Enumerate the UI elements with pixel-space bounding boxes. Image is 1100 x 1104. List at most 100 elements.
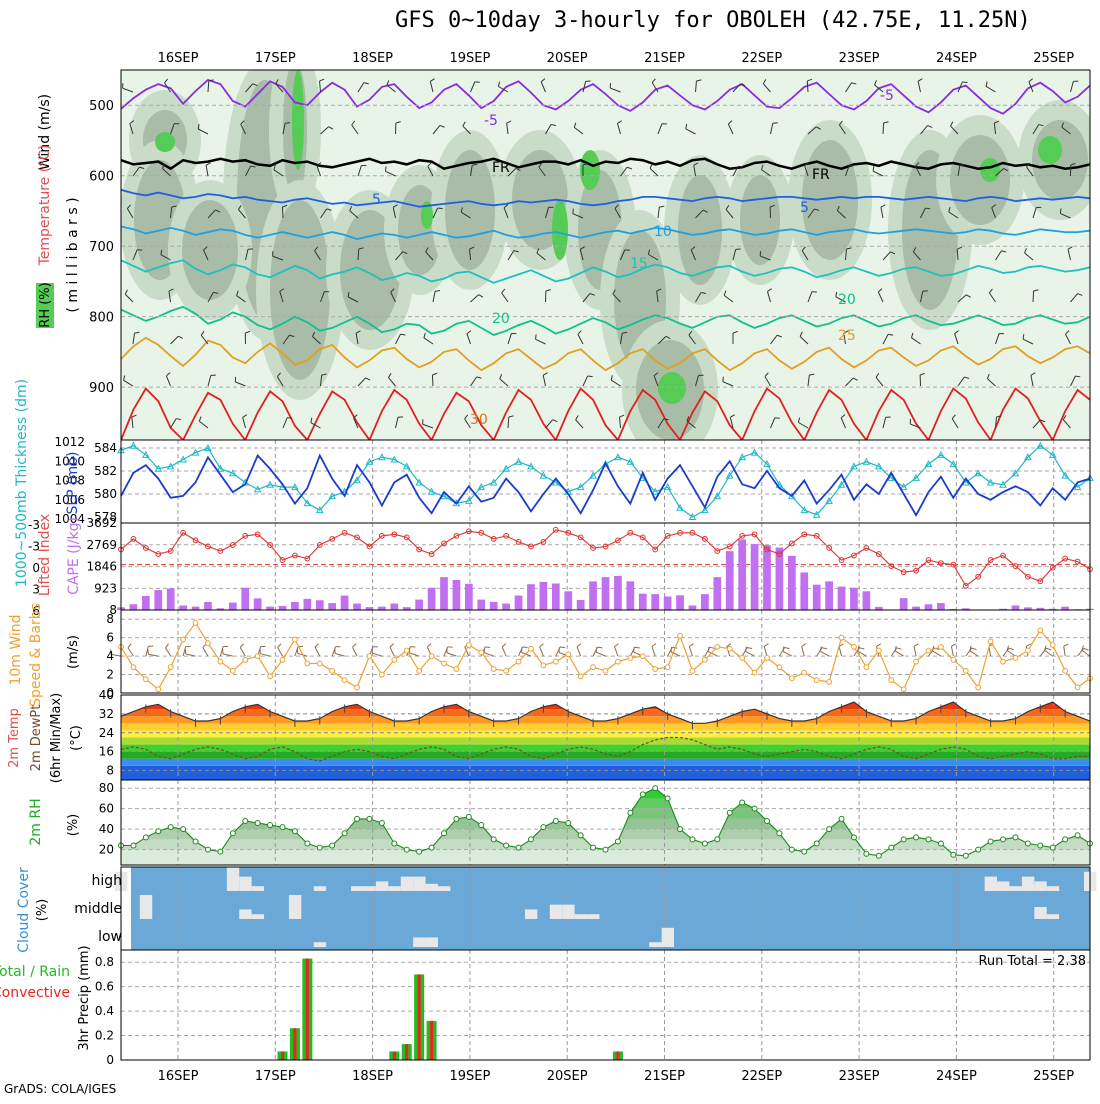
wind10-marker: [1013, 656, 1018, 661]
rh-high-blob: [552, 200, 568, 260]
rh-high-blob: [1038, 136, 1062, 164]
wind10-marker: [566, 652, 571, 657]
wind10-barb: [783, 651, 792, 656]
wind10-marker: [454, 667, 459, 672]
rh2m-marker: [603, 847, 608, 852]
wind10-barb: [634, 647, 635, 652]
wind10-barb: [315, 647, 320, 656]
cape-bar: [664, 596, 672, 610]
cape-bar: [564, 591, 572, 610]
rh2m-marker: [1038, 843, 1043, 848]
wind10-barb: [802, 646, 805, 656]
precip-frame: [121, 950, 1090, 1060]
cloud-level-label: high: [91, 873, 122, 889]
wind10-barb: [839, 646, 841, 656]
wind10-tick: 8: [106, 612, 114, 626]
cloud-bar: [525, 909, 537, 919]
cloud-bar: [587, 914, 599, 919]
temp-unit-label: (°C): [69, 725, 84, 751]
wind10-marker: [789, 676, 794, 681]
wind10-marker: [814, 678, 819, 683]
wind10-marker: [1063, 668, 1068, 673]
wind10-marker: [653, 667, 658, 672]
wind10-marker: [1075, 685, 1080, 690]
wind10-marker: [951, 657, 956, 662]
wind10-tick: 6: [106, 631, 114, 645]
wind10-barb: [390, 644, 394, 647]
rh2m-marker: [367, 816, 372, 821]
cape-bar: [763, 545, 771, 610]
wind10-tick: 2: [106, 668, 114, 682]
rh2m-marker: [839, 816, 844, 821]
contour-label: 15: [630, 256, 648, 272]
temp-tick: 8: [106, 764, 114, 778]
wind10-barb: [427, 644, 431, 647]
wind10-barb: [1078, 648, 1084, 656]
cape-bar: [179, 605, 187, 610]
wind10-barb: [747, 647, 752, 648]
wind10-marker: [1025, 648, 1030, 653]
cloud-bar: [649, 942, 661, 947]
rh2m-marker: [851, 835, 856, 840]
rh2m-marker: [752, 806, 757, 811]
wind-barb: [536, 334, 537, 339]
rh2m-marker: [429, 845, 434, 850]
wind10-marker: [516, 659, 521, 664]
wind-barb: [883, 123, 884, 134]
wind10-barb: [523, 647, 528, 648]
cape-bar: [850, 588, 858, 610]
date-label-bottom: 21SEP: [644, 1069, 685, 1084]
wind10-barb: [932, 646, 933, 651]
wind10-barb: [970, 651, 978, 656]
cloud-bar: [363, 886, 375, 891]
rh2m-marker: [516, 845, 521, 850]
cape-bar: [813, 585, 821, 610]
wind10-marker: [268, 674, 273, 679]
rh2m-marker: [814, 841, 819, 846]
lifted-index-axis-label: Lifted Index: [37, 514, 53, 596]
rh-blob: [182, 200, 238, 300]
thickness-tick: 584: [94, 441, 117, 455]
rh2m-marker: [1013, 835, 1018, 840]
wind10-marker: [727, 646, 732, 651]
rh2m-marker: [827, 827, 832, 832]
wind10-marker: [603, 668, 608, 673]
thickness-axis-label: 1000~500mb Thickness (dm): [14, 379, 30, 587]
cape-bar: [738, 539, 746, 610]
rh2m-marker: [317, 845, 322, 850]
cape-bar: [192, 607, 200, 610]
contour-label: FR: [812, 167, 830, 183]
wind10-marker: [777, 665, 782, 670]
temp-tick: 24: [99, 726, 114, 740]
rh2m-marker: [678, 827, 683, 832]
rh2m-marker: [876, 853, 881, 858]
wind10-marker: [392, 657, 397, 662]
wind10-marker: [156, 687, 161, 692]
wind10-marker: [926, 648, 931, 653]
rh2m-marker: [230, 831, 235, 836]
cloud-bar: [239, 877, 251, 891]
wind-barb: [285, 123, 290, 124]
wind10-marker: [330, 668, 335, 673]
rh2m-marker: [205, 847, 210, 852]
wind10-barb: [240, 644, 243, 648]
wind10-marker: [665, 665, 670, 670]
wind10-barb: [1064, 644, 1068, 646]
date-label-top: 17SEP: [255, 51, 296, 66]
temp-band: [121, 730, 1090, 737]
cloud-bar: [227, 867, 239, 891]
cloud-bar: [1034, 907, 1046, 919]
wind10-axis-label-3: (m/s): [66, 635, 81, 669]
wind10-barb: [932, 651, 940, 656]
cape-bar: [689, 605, 697, 610]
cape-bar: [788, 556, 796, 610]
wind10-barb: [820, 651, 829, 656]
wind10-barb: [278, 644, 281, 648]
rh2m-marker: [442, 831, 447, 836]
rh2m-marker: [243, 818, 248, 823]
rh-high-blob: [292, 70, 304, 170]
rh2m-marker: [292, 829, 297, 834]
rh2m-marker: [889, 845, 894, 850]
cloud-unit-label: (%): [35, 899, 50, 922]
